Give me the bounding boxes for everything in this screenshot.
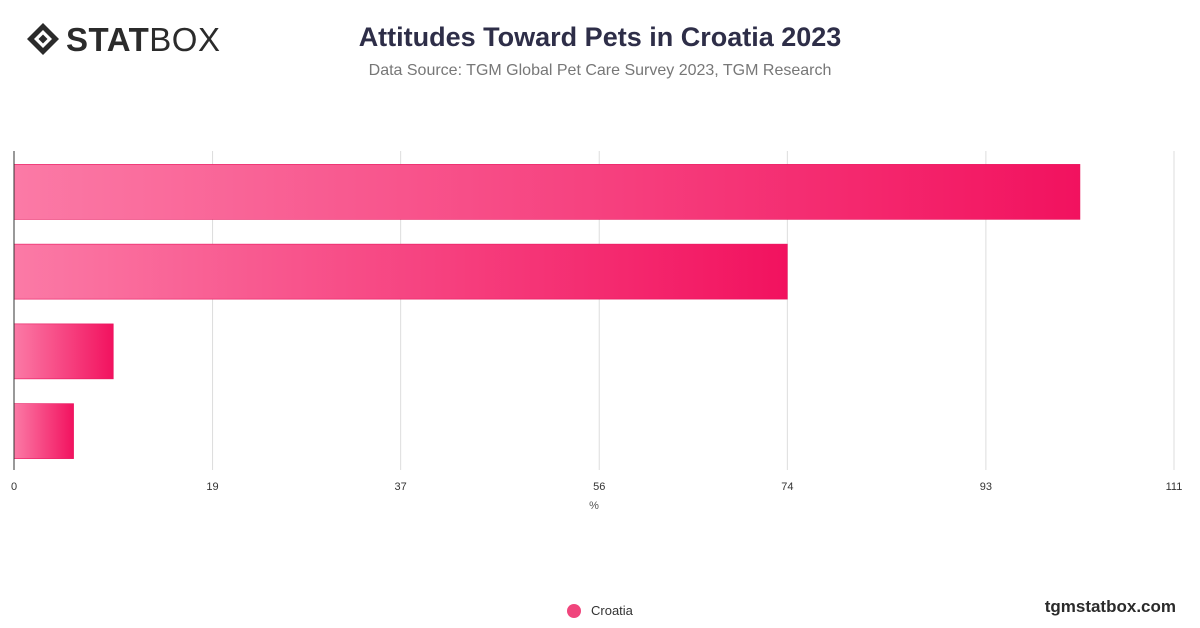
legend[interactable]: Croatia: [567, 603, 633, 618]
logo-wordmark-bold: STAT: [66, 20, 150, 58]
statbox-diamond-icon: [27, 23, 59, 55]
chart-subtitle: Data Source: TGM Global Pet Care Survey …: [368, 62, 832, 79]
bar[interactable]: [13, 243, 788, 300]
chart-title: Attitudes Toward Pets in Croatia 2023: [358, 22, 842, 52]
x-tick-label: 19: [206, 481, 218, 493]
legend-label-croatia: Croatia: [591, 603, 633, 618]
x-tick-label: 93: [980, 481, 992, 493]
x-tick-label: 74: [781, 481, 793, 493]
x-axis-title: %: [589, 500, 599, 512]
x-tick-label: 111: [1166, 481, 1183, 493]
bar-chart: 0 19 37 56 74 93 111 %: [11, 151, 1182, 512]
legend-swatch-croatia: [567, 603, 581, 618]
logo-wordmark-light: BOX: [149, 20, 221, 58]
footer-brand: tgmstatbox.com: [1044, 597, 1176, 616]
bar[interactable]: [13, 164, 1081, 220]
logo-wordmark: STATBOX: [66, 23, 220, 56]
bar[interactable]: [13, 323, 114, 380]
bars: [13, 164, 1081, 459]
x-axis-ticks: 0 19 37 56 74 93 111: [11, 481, 1182, 493]
bar[interactable]: [13, 403, 74, 459]
x-tick-label: 37: [395, 481, 407, 493]
x-tick-label: 56: [593, 481, 605, 493]
x-tick-label: 0: [11, 481, 17, 493]
statbox-logo: STATBOX: [26, 22, 220, 56]
